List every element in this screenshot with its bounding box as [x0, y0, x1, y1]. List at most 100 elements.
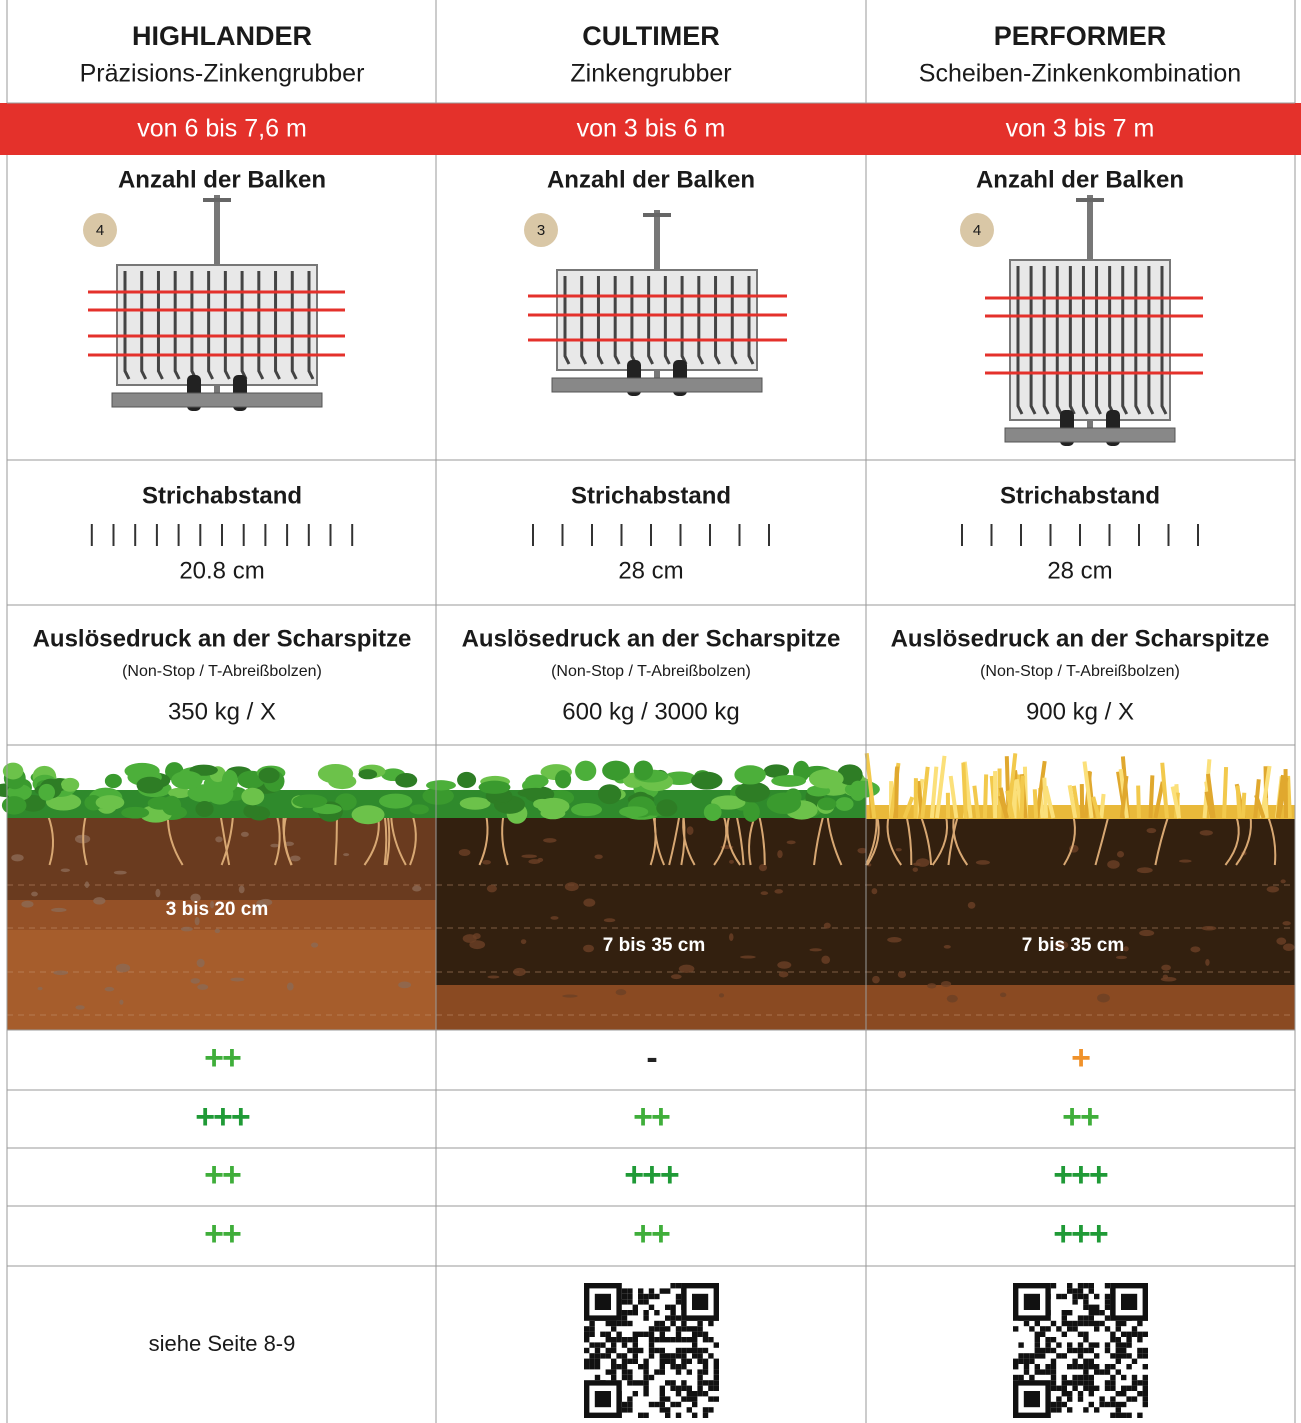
- pebble: [53, 970, 69, 976]
- straw: [948, 775, 959, 819]
- qr-module: [1142, 1331, 1148, 1337]
- qr-module: [621, 1353, 628, 1359]
- pebble: [113, 870, 127, 875]
- beam-lines: [88, 290, 345, 357]
- pebble: [678, 964, 695, 973]
- qr-module: [1115, 1353, 1121, 1359]
- qr-module: [605, 1331, 611, 1337]
- pressure-note: (Non-Stop / T-Abreißbolzen): [551, 663, 751, 680]
- straw: [982, 774, 989, 819]
- qr-module: [1088, 1320, 1094, 1327]
- straw: [1206, 773, 1216, 819]
- straw: [1240, 792, 1247, 819]
- qr-module: [1142, 1385, 1148, 1391]
- spacing-label: Strichabstand: [142, 482, 302, 509]
- qr-module: [1115, 1342, 1121, 1348]
- tine: [140, 271, 148, 380]
- pebble: [255, 904, 261, 914]
- qr-module: [1034, 1353, 1040, 1359]
- rating: -: [646, 1039, 656, 1077]
- rating: +: [1071, 1039, 1090, 1077]
- pebble: [729, 859, 734, 864]
- qr-module: [1126, 1412, 1132, 1418]
- pebble: [1205, 958, 1210, 966]
- pebble: [119, 999, 124, 1005]
- qr-module: [692, 1353, 698, 1359]
- qr-module: [686, 1396, 692, 1402]
- qr-module: [670, 1304, 676, 1310]
- qr-module: [708, 1385, 714, 1391]
- pressure-value: 350 kg / X: [168, 698, 276, 725]
- root: [1266, 814, 1277, 866]
- pebble: [458, 849, 471, 856]
- rating: +++: [1053, 1156, 1108, 1194]
- qr-module: [692, 1401, 698, 1408]
- qr-module: [1088, 1288, 1094, 1294]
- working-width: von 3 bis 7 m: [1006, 115, 1155, 143]
- machine-image: [1004, 195, 1176, 446]
- qr-module: [1050, 1337, 1057, 1343]
- qr-module: [1077, 1364, 1084, 1370]
- pebble: [615, 989, 627, 996]
- qr-module: [1121, 1347, 1127, 1354]
- beams-badge: [524, 213, 558, 247]
- qr-module: [702, 1347, 709, 1354]
- leaf: [38, 783, 56, 801]
- qr-module: [702, 1358, 709, 1364]
- pebble: [1054, 940, 1069, 950]
- qr-module: [621, 1310, 628, 1316]
- qr-module: [1094, 1304, 1100, 1310]
- qr-module: [1115, 1326, 1121, 1332]
- straw: [864, 753, 877, 819]
- pebble: [259, 898, 273, 906]
- qr-module: [627, 1288, 633, 1294]
- qr-module: [605, 1320, 611, 1327]
- qr-module: [648, 1288, 655, 1294]
- qr-module: [1061, 1293, 1067, 1300]
- qr-module: [675, 1412, 682, 1418]
- qr-module: [1121, 1385, 1127, 1391]
- qr-module: [1077, 1342, 1084, 1348]
- qr-module: [1083, 1283, 1089, 1289]
- qr-module: [1110, 1385, 1116, 1391]
- qr-module: [1088, 1391, 1094, 1397]
- leaf: [597, 784, 622, 805]
- qr-module: [1050, 1374, 1057, 1381]
- qr-module: [627, 1293, 633, 1300]
- qr-module: [681, 1396, 687, 1402]
- soil-mid: [7, 900, 436, 930]
- qr-module: [697, 1380, 703, 1386]
- straw: [1011, 780, 1017, 819]
- rating: ++: [204, 1039, 241, 1077]
- qr-module: [648, 1304, 655, 1310]
- tine: [613, 276, 621, 365]
- frame: [116, 264, 318, 386]
- qr-module: [681, 1380, 687, 1386]
- qr-module: [627, 1310, 633, 1316]
- qr-module: [702, 1380, 709, 1386]
- qr-module: [1142, 1347, 1148, 1354]
- leaf: [766, 792, 802, 815]
- pebble: [214, 928, 221, 934]
- qr-module: [1094, 1353, 1100, 1359]
- qr-module: [1110, 1374, 1116, 1381]
- qr-module: [1023, 1320, 1030, 1327]
- qr-module: [1083, 1347, 1089, 1354]
- straw: [1099, 793, 1106, 819]
- working-depth: 7 bis 35 cm: [1022, 935, 1124, 956]
- qr-module: [1126, 1396, 1132, 1402]
- leaf: [221, 769, 238, 792]
- qr-module: [1126, 1385, 1132, 1391]
- straw: [998, 795, 1009, 819]
- tine: [173, 271, 181, 380]
- pebble: [197, 984, 209, 990]
- qr-module: [659, 1385, 665, 1391]
- root: [385, 814, 391, 866]
- straw: [962, 761, 973, 819]
- leaf: [378, 793, 413, 809]
- tine: [1042, 266, 1050, 415]
- pebble: [583, 944, 594, 953]
- leaf: [817, 797, 837, 811]
- qr-module: [702, 1369, 709, 1375]
- leaf: [656, 799, 678, 817]
